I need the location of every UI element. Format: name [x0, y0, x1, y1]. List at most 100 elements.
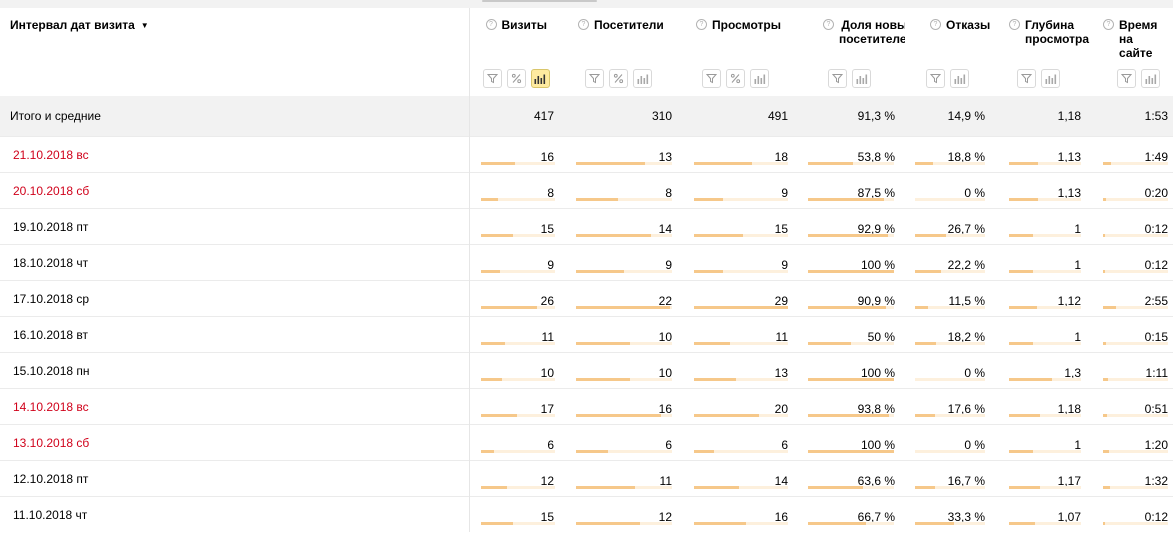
dimension-header[interactable]: Интервал дат визита ▼: [0, 8, 470, 96]
table-row[interactable]: 12.10.2018 пт 12 11 14 63,6 % 16,7 % 1,17 1:32: [0, 460, 1173, 497]
metric-value: 1: [1074, 330, 1081, 344]
scrollbar-thumb[interactable]: [482, 0, 597, 2]
metric-value: 10: [540, 366, 554, 380]
row-date[interactable]: 15.10.2018 пн: [0, 352, 470, 389]
row-date[interactable]: 17.10.2018 ср: [0, 280, 470, 317]
table-row[interactable]: 17.10.2018 ср 26 22 29 90,9 % 11,5 % 1,12 2:55: [0, 280, 1173, 317]
metric-cell: 0:51: [1093, 388, 1173, 425]
metric-toolbar: [1117, 69, 1160, 88]
table-row[interactable]: 20.10.2018 сб 8 8 9 87,5 % 0 % 1,13 0:20: [0, 172, 1173, 209]
metric-label[interactable]: Визиты: [501, 18, 548, 32]
metric-title-time[interactable]: ? Время на сайте: [1103, 18, 1165, 60]
help-icon[interactable]: ?: [578, 19, 589, 30]
metric-cell: 33,3 %: [905, 496, 997, 532]
table-row[interactable]: 13.10.2018 сб 6 6 6 100 % 0 % 1 1:20: [0, 424, 1173, 461]
table-row[interactable]: 14.10.2018 вс 17 16 20 93,8 % 17,6 % 1,18 0:51: [0, 388, 1173, 425]
row-date[interactable]: 21.10.2018 вс: [0, 136, 470, 173]
metric-title-visitors[interactable]: ? Посетители: [578, 18, 668, 32]
filter-icon[interactable]: [1017, 69, 1036, 88]
percent-icon[interactable]: [506, 69, 526, 88]
row-date[interactable]: 16.10.2018 вт: [0, 316, 470, 353]
metric-cell: 0:12: [1093, 496, 1173, 532]
bar-chart-icon[interactable]: [1041, 69, 1060, 88]
value-bar-fill: [1103, 342, 1106, 345]
metric-header-visits[interactable]: ? Визиты: [469, 8, 565, 96]
metric-value: 10: [658, 366, 672, 380]
metric-cell: 87,5 %: [798, 172, 905, 209]
help-icon[interactable]: ?: [696, 19, 707, 30]
filter-icon[interactable]: [482, 69, 502, 88]
table-row[interactable]: 18.10.2018 чт 9 9 9 100 % 22,2 % 1 0:12: [0, 244, 1173, 281]
metric-cell: 1: [997, 208, 1093, 245]
metric-value: 11: [775, 330, 788, 344]
row-date[interactable]: 13.10.2018 сб: [0, 424, 470, 461]
bar-chart-icon[interactable]: [750, 69, 769, 88]
metric-title-visits[interactable]: ? Визиты: [485, 18, 548, 32]
row-date[interactable]: 12.10.2018 пт: [0, 460, 470, 497]
value-bar-fill: [576, 342, 630, 345]
metric-header-bounce[interactable]: ? Отказы: [905, 8, 997, 96]
filter-icon[interactable]: [926, 69, 945, 88]
percent-icon[interactable]: [726, 69, 745, 88]
filter-icon[interactable]: [702, 69, 721, 88]
row-date[interactable]: 11.10.2018 чт: [0, 496, 470, 532]
bar-chart-icon[interactable]: [530, 69, 550, 88]
metric-value: 20: [774, 402, 788, 416]
filter-icon[interactable]: [1117, 69, 1136, 88]
metric-cell: 63,6 %: [798, 460, 905, 497]
bar-chart-icon[interactable]: [1141, 69, 1160, 88]
value-bar-track: [1009, 234, 1081, 237]
metric-label[interactable]: Глубина просмотра: [1025, 18, 1090, 46]
metric-title-newshare[interactable]: ? Доля новых посетителей: [823, 18, 914, 46]
metric-header-time[interactable]: ? Время на сайте: [1093, 8, 1173, 96]
table-row[interactable]: 16.10.2018 вт 11 10 11 50 % 18,2 % 1 0:15: [0, 316, 1173, 353]
metric-cell: 0 %: [905, 172, 997, 209]
metric-title-depth[interactable]: ? Глубина просмотра: [1009, 18, 1089, 46]
filter-icon[interactable]: [585, 69, 604, 88]
metric-cell: 17,6 %: [905, 388, 997, 425]
sort-down-icon[interactable]: ▼: [140, 20, 149, 30]
value-bar-fill: [694, 162, 752, 165]
help-icon[interactable]: ?: [485, 19, 497, 30]
help-icon[interactable]: ?: [823, 19, 834, 30]
bar-chart-icon[interactable]: [633, 69, 652, 88]
horizontal-scrollbar[interactable]: [0, 0, 1173, 8]
metric-label[interactable]: Время на сайте: [1119, 18, 1158, 60]
metric-header-views[interactable]: ? Просмотры: [682, 8, 798, 96]
percent-icon[interactable]: [609, 69, 628, 88]
table-row[interactable]: 21.10.2018 вс 16 13 18 53,8 % 18,8 % 1,13 1:49: [0, 136, 1173, 173]
metric-label[interactable]: Просмотры: [712, 18, 782, 32]
metric-label[interactable]: Доля новых посетителей: [839, 18, 914, 46]
row-date[interactable]: 20.10.2018 сб: [0, 172, 470, 209]
metric-title-views[interactable]: ? Просмотры: [696, 18, 786, 32]
metric-cell: 1,3: [997, 352, 1093, 389]
bar-chart-icon[interactable]: [852, 69, 871, 88]
help-icon[interactable]: ?: [1103, 19, 1114, 30]
value-bar-fill: [480, 378, 502, 381]
metric-cell: 9: [469, 244, 565, 281]
value-bar-fill: [694, 486, 739, 489]
help-icon[interactable]: ?: [930, 19, 941, 30]
table-row[interactable]: 11.10.2018 чт 15 12 16 66,7 % 33,3 % 1,07 0:12: [0, 496, 1173, 532]
table-row[interactable]: 15.10.2018 пн 10 10 13 100 % 0 % 1,3 1:11: [0, 352, 1173, 389]
table-row[interactable]: 19.10.2018 пт 15 14 15 92,9 % 26,7 % 1 0:12: [0, 208, 1173, 245]
value-bar-track: [1009, 450, 1081, 453]
row-date[interactable]: 18.10.2018 чт: [0, 244, 470, 281]
metric-value: 1:49: [1144, 150, 1168, 164]
row-date[interactable]: 14.10.2018 вс: [0, 388, 470, 425]
metric-header-newshare[interactable]: ? Доля новых посетителей: [798, 8, 914, 96]
value-bar-fill: [480, 342, 505, 345]
metric-label[interactable]: Отказы: [946, 18, 991, 32]
metric-title-bounce[interactable]: ? Отказы: [930, 18, 990, 32]
value-bar-track: [808, 378, 894, 381]
metric-header-visitors[interactable]: ? Посетители: [565, 8, 682, 96]
row-date[interactable]: 19.10.2018 пт: [0, 208, 470, 245]
metric-cell: 14: [565, 208, 682, 245]
help-icon[interactable]: ?: [1009, 19, 1020, 30]
filter-icon[interactable]: [828, 69, 847, 88]
dimension-header-label[interactable]: Интервал дат визита: [10, 18, 135, 32]
bar-chart-icon[interactable]: [950, 69, 969, 88]
metric-label[interactable]: Посетители: [594, 18, 664, 32]
value-bar-fill: [480, 522, 513, 525]
metric-header-depth[interactable]: ? Глубина просмотра: [997, 8, 1093, 96]
